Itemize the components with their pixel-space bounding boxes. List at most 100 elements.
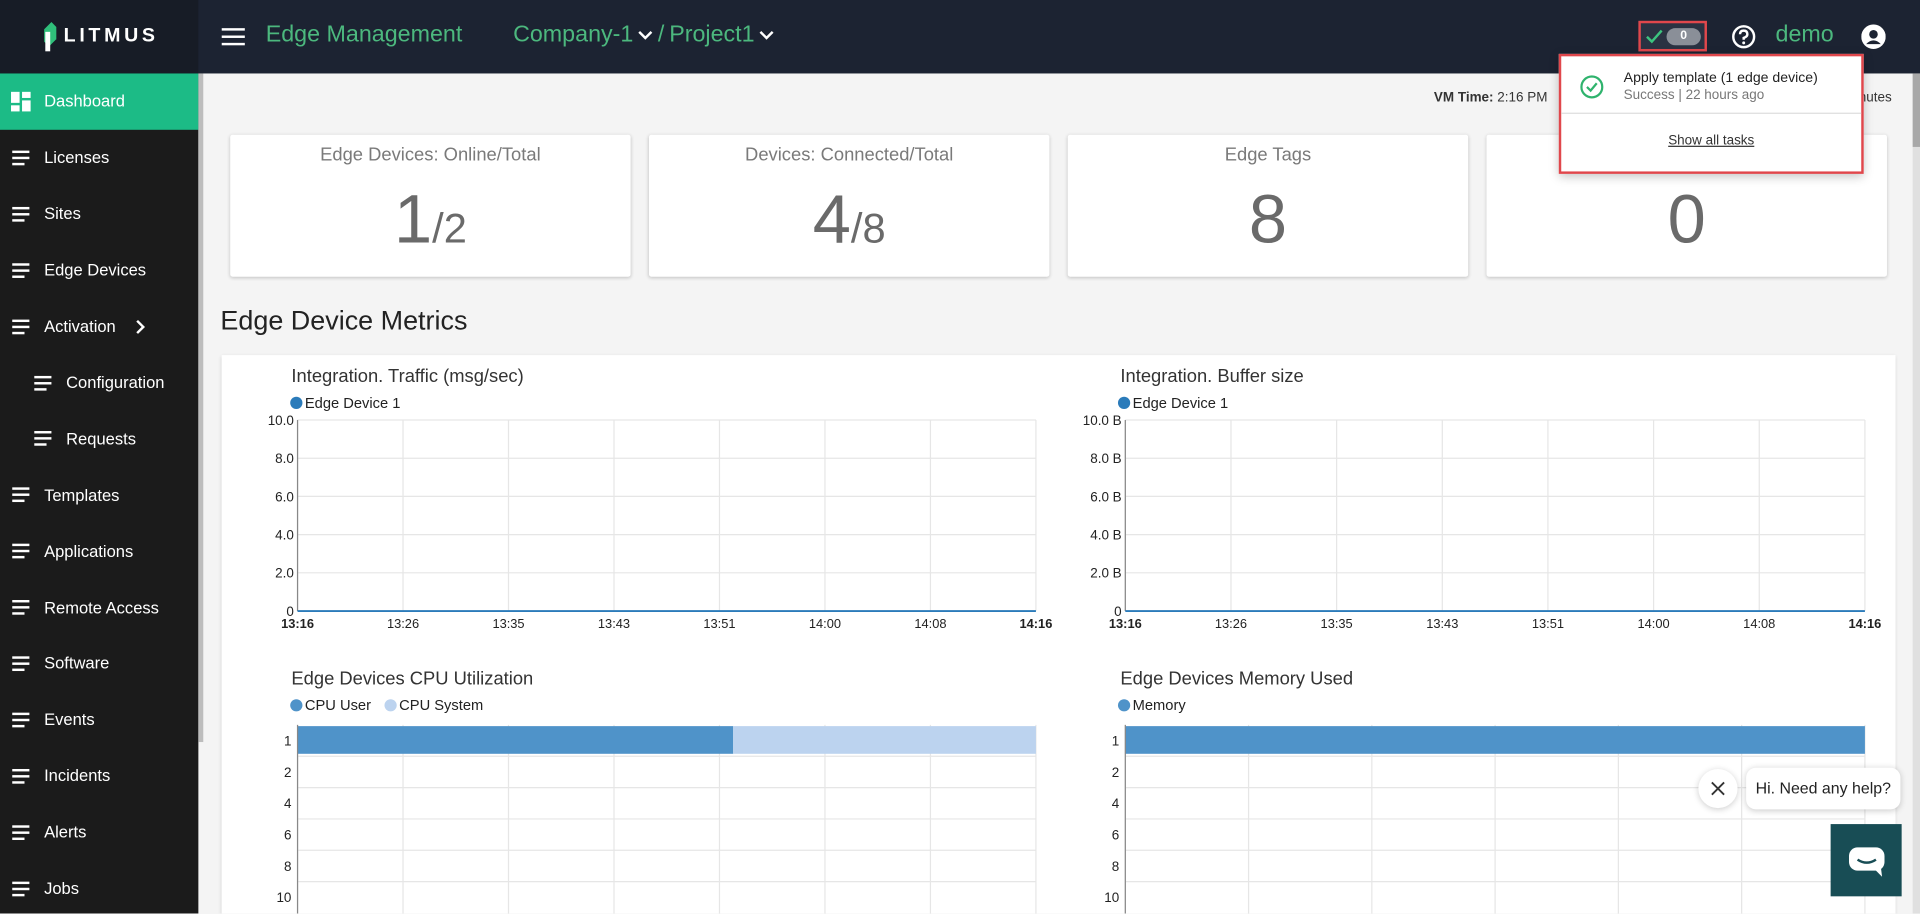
value: 0: [1667, 180, 1706, 258]
nav-icon: [12, 319, 30, 334]
nav-item[interactable]: Software: [0, 636, 198, 692]
stat-card: Devices: Connected/Total 4/8: [648, 134, 1050, 277]
account-icon[interactable]: [1861, 24, 1886, 49]
legend-marker: [1117, 699, 1131, 712]
value: 8: [1248, 180, 1288, 258]
nav-item[interactable]: Dashboard: [0, 73, 199, 130]
y-tick-label: 4: [1112, 796, 1120, 811]
nav-icon: [11, 91, 31, 112]
logo-area: LITMUS: [0, 0, 199, 74]
card-title: Edge Tags: [1224, 144, 1312, 166]
app-title: Edge Management: [265, 22, 463, 48]
nav-item[interactable]: Alerts: [0, 804, 198, 860]
nav-label: Requests: [66, 429, 136, 448]
x-tick-label: 13:51: [1532, 616, 1564, 631]
total: 2: [443, 205, 467, 253]
y-tick-label: 6: [1112, 828, 1119, 843]
x-tick-label: 13:26: [387, 616, 419, 631]
nav-label: Sites: [44, 204, 81, 224]
nav-item[interactable]: Applications: [0, 523, 198, 579]
logo-text: LITMUS: [63, 25, 159, 47]
refresh-text: nutes: [1858, 90, 1892, 106]
legend-marker: [290, 699, 303, 712]
nav-label: Jobs: [44, 879, 80, 898]
y-tick-label: 6.0: [275, 489, 294, 504]
nav-item[interactable]: Requests: [0, 411, 198, 467]
legend-label: Memory: [1133, 698, 1187, 714]
total: 8: [862, 205, 886, 253]
nav-icon: [12, 881, 30, 896]
legend-label: CPU User: [305, 698, 371, 714]
legend-label: Edge Device 1: [305, 396, 401, 412]
vm-time-value: 2:16 PM: [1497, 90, 1548, 106]
nav-label: Dashboard: [44, 92, 125, 111]
nav-item[interactable]: Jobs: [0, 860, 198, 913]
x-tick-label: 14:08: [1743, 616, 1775, 631]
card-value: 4/8: [649, 179, 1049, 259]
nav-label: Licenses: [44, 148, 110, 167]
breadcrumb: Company-1 / Project1: [513, 22, 774, 49]
chat-button[interactable]: [1830, 824, 1902, 897]
logo-icon: [44, 22, 57, 52]
y-tick-label: 2: [284, 765, 291, 780]
chart-title: Integration. Traffic (msg/sec): [291, 365, 523, 386]
bar: [733, 726, 1036, 754]
sidebar: Dashboard Licenses Sites Edge Devices Activa…: [0, 73, 199, 914]
y-tick-label: 4: [284, 796, 292, 811]
nav-icon: [12, 543, 30, 559]
nav-icon: [34, 431, 52, 447]
chat-message[interactable]: Hi. Need any help?: [1746, 767, 1901, 810]
nav-item[interactable]: Templates: [0, 467, 198, 523]
legend-marker: [384, 699, 397, 712]
stat-card: Edge Tags 8: [1067, 134, 1469, 277]
y-tick-label: 0: [286, 604, 293, 619]
nav-icon: [12, 600, 30, 615]
nav-item[interactable]: Incidents: [0, 748, 198, 804]
nav-item[interactable]: Activation: [0, 298, 198, 354]
help-icon[interactable]: [1731, 24, 1756, 49]
x-tick-label: 13:43: [598, 616, 630, 631]
value: 4: [812, 180, 851, 258]
y-tick-label: 6: [284, 828, 291, 843]
user-name[interactable]: demo: [1775, 22, 1834, 48]
nav-label: Edge Devices: [44, 260, 147, 280]
chart-title: Integration. Buffer size: [1120, 365, 1303, 386]
y-tick-label: 1: [1112, 733, 1119, 748]
y-tick-label: 8.0 B: [1090, 451, 1121, 466]
company-select[interactable]: Company-1: [513, 22, 634, 48]
nav-item[interactable]: Sites: [0, 186, 198, 242]
chat-close[interactable]: [1698, 768, 1738, 809]
card-title: Edge Devices: Online/Total: [320, 144, 541, 166]
legend-label: Edge Device 1: [1133, 396, 1229, 412]
nav-item[interactable]: Events: [0, 692, 198, 748]
nav-item[interactable]: Remote Access: [0, 579, 198, 635]
nav-item[interactable]: Configuration: [0, 354, 198, 410]
separator: /: [432, 205, 444, 253]
project-select[interactable]: Project1: [669, 22, 755, 48]
chevron: [759, 30, 774, 40]
task-title: Apply template (1 edge device): [1623, 71, 1818, 86]
y-tick-label: 2: [1112, 765, 1119, 780]
card-value: 1/2: [230, 179, 630, 259]
nav-icon: [12, 712, 30, 728]
nav-icon: [12, 206, 30, 222]
x-tick-label: 13:35: [1321, 616, 1353, 631]
chart-title: Edge Devices CPU Utilization: [291, 667, 533, 688]
vm-time: VM Time: 2:16 PM: [1434, 91, 1548, 106]
task-status: Success | 22 hours ago: [1623, 88, 1765, 103]
x-tick-label: 13:16: [1109, 616, 1142, 631]
nav-item[interactable]: Edge Devices: [0, 242, 198, 298]
show-all-tasks[interactable]: Show all tasks: [1668, 133, 1755, 149]
nav-label: Configuration: [66, 373, 165, 392]
stat-card: Edge Devices: Online/Total 1/2: [230, 134, 631, 277]
y-tick-label: 2.0 B: [1090, 566, 1121, 581]
card-value: 8: [1068, 179, 1468, 259]
nav-item[interactable]: Licenses: [0, 130, 198, 186]
menu-button[interactable]: [221, 27, 245, 47]
chevron: [638, 30, 653, 40]
chevron: [136, 319, 145, 334]
x-tick-label: 14:08: [914, 616, 946, 631]
tasks-button[interactable]: 0: [1638, 20, 1707, 52]
nav-label: Remote Access: [44, 598, 159, 617]
